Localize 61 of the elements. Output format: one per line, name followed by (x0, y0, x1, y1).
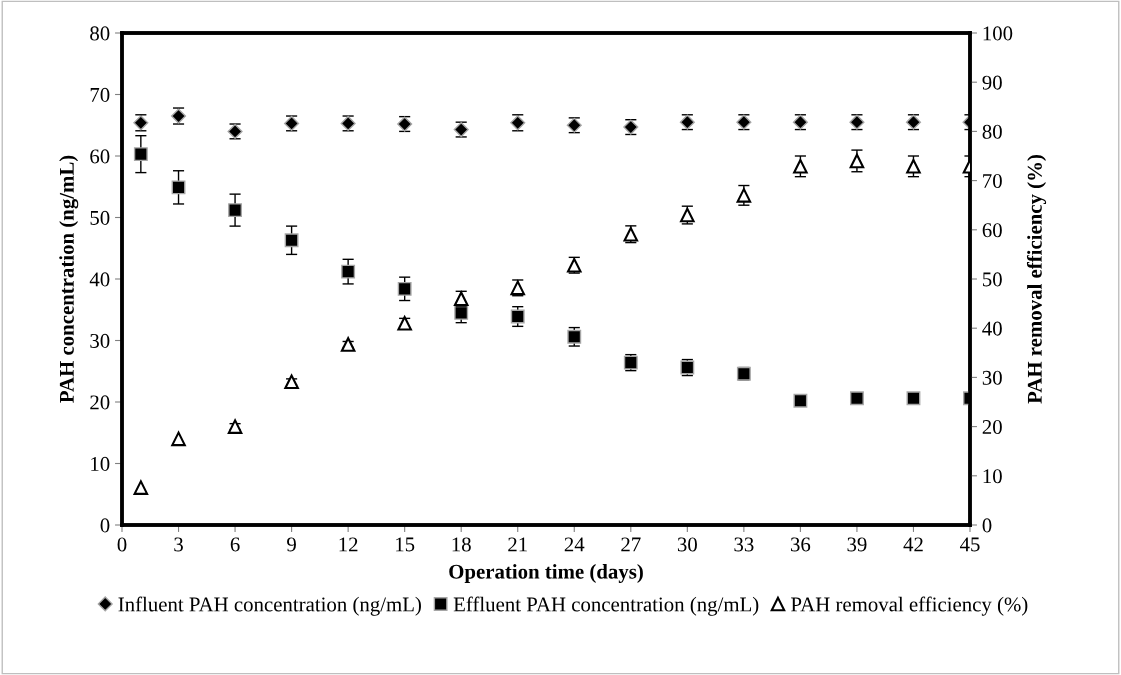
point (793, 159, 808, 174)
point (133, 480, 149, 495)
x-tick-label: 3 (174, 537, 183, 552)
x-axis-title: Operation time (days) (449, 564, 643, 583)
point (397, 315, 412, 331)
y2-tick-label: 90 (982, 75, 1002, 90)
point (284, 374, 299, 390)
x-tick-label: 0 (117, 537, 127, 552)
y-tick-label: 0 (100, 518, 110, 533)
x-tick-label: 12 (339, 537, 358, 552)
y-tick-label: 60 (90, 149, 110, 164)
y-tick-label: 50 (90, 210, 110, 225)
x-tick-label: 45 (959, 537, 980, 552)
point (228, 203, 243, 218)
x-tick-label: 15 (396, 537, 415, 552)
y2-tick-label: 10 (983, 469, 1002, 484)
point (849, 391, 864, 406)
legend-label: Influent PAH concentration (ng/mL) (118, 596, 421, 616)
y-tick-label: 70 (90, 87, 110, 102)
x-tick-label: 6 (230, 537, 240, 552)
point (510, 309, 525, 324)
y2-tick-label: 0 (982, 518, 992, 533)
x-tick-label: 9 (287, 537, 296, 552)
y2-tick-label: 70 (983, 173, 1002, 189)
y-tick-label: 40 (89, 272, 110, 287)
y2-tick-label: 80 (982, 124, 1002, 139)
y2-tick-label: 40 (982, 321, 1002, 336)
x-tick-label: 21 (508, 537, 527, 552)
x-tick-label: 39 (847, 537, 867, 552)
point (906, 391, 921, 406)
point (171, 180, 186, 195)
y2-tick-label: 20 (982, 419, 1002, 435)
y-tick-label: 30 (90, 333, 110, 348)
x-tick-label: 27 (621, 537, 641, 552)
point (454, 305, 469, 320)
point (171, 431, 186, 447)
legend-label: Effluent PAH concentration (ng/mL) (453, 596, 759, 616)
point (341, 264, 356, 279)
x-tick-label: 24 (564, 537, 585, 552)
x-tick-label: 42 (903, 537, 923, 552)
x-tick-label: 36 (790, 537, 811, 552)
y2-axis-title: PAH removal efficiency (%) (1026, 155, 1047, 404)
y-tick-label: 80 (90, 26, 110, 41)
y-tick-label: 20 (90, 395, 110, 410)
point (397, 281, 412, 296)
y2-tick-label: 30 (982, 370, 1002, 385)
x-tick-label: 33 (734, 537, 754, 552)
point (133, 147, 148, 162)
y2-tick-label: 50 (983, 272, 1002, 287)
x-tick-label: 30 (677, 537, 697, 552)
x-tick-label: 18 (452, 537, 471, 552)
y2-tick-label: 100 (983, 26, 1013, 41)
point (284, 233, 299, 248)
point (849, 153, 865, 169)
y2-tick-label: 60 (982, 223, 1002, 238)
y-axis-title: PAH concentration (ng/mL) (59, 155, 79, 403)
point (906, 159, 921, 174)
legend-label: PAH removal efficiency (%) (791, 596, 1028, 616)
y-tick-label: 10 (91, 456, 110, 471)
point (793, 393, 808, 408)
point (736, 188, 752, 203)
